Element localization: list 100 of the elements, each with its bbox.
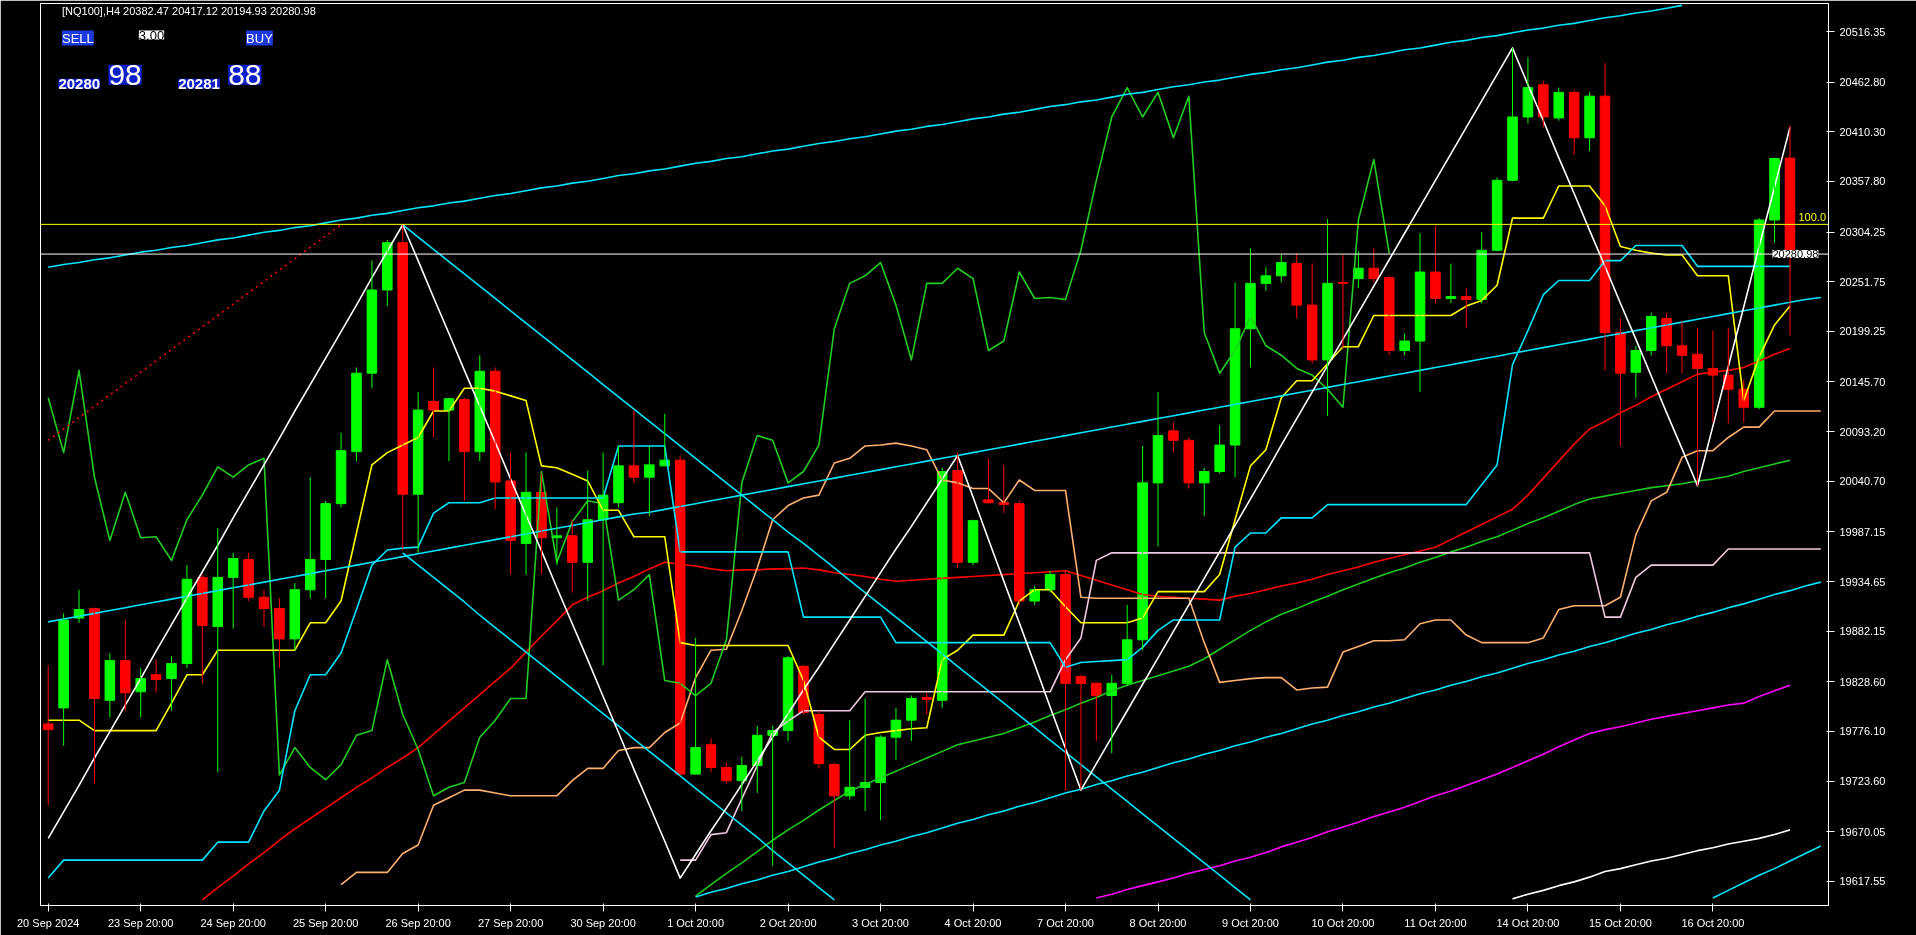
candlestick xyxy=(1383,275,1395,356)
annotation: BUY xyxy=(246,30,274,46)
chart-title: [NQ100],H4 20382.47 20417.12 20194.93 20280.98 xyxy=(61,5,316,18)
y-tick-label: 20251.75 xyxy=(1839,275,1886,288)
line-series xyxy=(340,410,1822,886)
ref-line-label: 20280.98 xyxy=(1772,248,1819,261)
candlestick xyxy=(582,470,593,602)
candlestick xyxy=(150,659,162,694)
candlestick xyxy=(489,367,501,510)
candlestick xyxy=(1014,500,1025,606)
y-tick-label: 20199.25 xyxy=(1839,325,1886,338)
candlestick xyxy=(459,397,470,502)
annotation: 100.0 xyxy=(1798,211,1827,224)
candlestick xyxy=(58,612,69,747)
candlestick xyxy=(721,762,732,785)
line-series xyxy=(1095,684,1791,899)
candlestick xyxy=(1168,421,1179,454)
annotation: SELL xyxy=(61,30,94,46)
y-tick-label: 19828.60 xyxy=(1839,675,1886,688)
x-tick-label: 14 Oct 20:00 xyxy=(1496,916,1560,929)
y-tick-label: 20516.35 xyxy=(1839,25,1886,38)
candlestick xyxy=(983,457,994,505)
x-tick-label: 25 Sep 20:00 xyxy=(292,916,359,929)
x-tick-label: 30 Sep 20:00 xyxy=(570,916,636,929)
candlestick xyxy=(644,445,655,517)
candlestick xyxy=(351,367,362,462)
candlestick xyxy=(274,597,285,669)
x-tick-label: 10 Oct 20:00 xyxy=(1311,916,1375,929)
candlestick xyxy=(1214,424,1225,474)
x-tick-label: 9 Oct 20:00 xyxy=(1222,916,1279,929)
candlestick xyxy=(166,655,177,712)
candlestick xyxy=(289,582,301,651)
candlestick xyxy=(1291,252,1302,319)
candlestick xyxy=(1553,87,1565,122)
x-tick-label: 2 Oct 20:00 xyxy=(759,916,817,929)
y-tick-label: 20093.20 xyxy=(1839,425,1886,438)
x-tick-label: 20 Sep 2024 xyxy=(17,916,80,929)
line-series xyxy=(1712,845,1822,899)
x-tick-label: 8 Oct 20:00 xyxy=(1129,916,1187,929)
y-tick-label: 20462.80 xyxy=(1839,76,1886,89)
candlestick xyxy=(89,607,100,785)
candlestick xyxy=(212,527,224,773)
y-tick-label: 20357.80 xyxy=(1839,175,1886,188)
candlestick xyxy=(1137,445,1148,651)
x-tick-label: 27 Sep 20:00 xyxy=(477,916,544,929)
candlestick xyxy=(921,692,933,716)
x-tick-label: 1 Oct 20:00 xyxy=(667,916,725,929)
y-tick-label: 19934.65 xyxy=(1839,575,1886,588)
candlestick xyxy=(1568,89,1580,156)
y-tick-label: 19987.15 xyxy=(1839,525,1886,538)
y-tick-label: 20410.30 xyxy=(1839,125,1886,138)
candlestick xyxy=(1322,218,1333,417)
line-series xyxy=(47,223,342,442)
candlestick xyxy=(1091,681,1102,742)
line-series xyxy=(679,548,1822,861)
line-series xyxy=(694,459,1791,897)
line-series xyxy=(47,4,1683,269)
y-tick-label: 19776.10 xyxy=(1839,725,1886,738)
x-tick-label: 24 Sep 20:00 xyxy=(200,916,266,929)
y-tick-label: 20145.70 xyxy=(1839,375,1886,388)
y-tick-label: 20304.25 xyxy=(1839,226,1886,239)
candlestick xyxy=(197,574,208,684)
candlestick xyxy=(42,664,54,806)
y-tick-label: 19617.55 xyxy=(1839,875,1886,888)
candlestick xyxy=(567,519,578,594)
candlestick xyxy=(320,500,331,599)
annotation: 20280 98 xyxy=(58,57,142,92)
candlestick xyxy=(906,695,917,742)
x-tick-label: 7 Oct 20:00 xyxy=(1037,916,1094,929)
annotation: 3.00 xyxy=(138,27,165,43)
y-tick-label: 20040.70 xyxy=(1839,475,1886,488)
y-tick-label: 19723.60 xyxy=(1839,775,1886,788)
candlestick xyxy=(227,552,239,629)
candlestick xyxy=(397,224,408,551)
x-tick-label: 26 Sep 20:00 xyxy=(385,916,451,929)
candlestick xyxy=(1368,247,1380,283)
candlestick xyxy=(1584,91,1595,152)
candlestick xyxy=(1399,332,1410,356)
candlestick xyxy=(1430,225,1441,304)
y-tick-label: 19882.15 xyxy=(1839,625,1886,638)
x-tick-label: 23 Sep 20:00 xyxy=(107,916,174,929)
x-tick-label: 11 Oct 20:00 xyxy=(1404,916,1467,929)
x-tick-label: 3 Oct 20:00 xyxy=(852,916,909,929)
candlestick xyxy=(120,619,131,712)
y-tick-label: 19670.05 xyxy=(1839,825,1886,838)
candlestick xyxy=(829,762,840,849)
x-tick-label: 4 Oct 20:00 xyxy=(944,916,1002,929)
line-series xyxy=(1511,829,1791,900)
candlestick xyxy=(1538,80,1549,128)
candlestick xyxy=(1461,287,1472,329)
candlestick xyxy=(428,367,439,438)
candlestick xyxy=(243,552,254,602)
candlestick xyxy=(1507,47,1518,182)
annotation: 20281 88 xyxy=(178,57,262,92)
candlestick xyxy=(1183,436,1195,490)
x-tick-label: 16 Oct 20:00 xyxy=(1681,916,1745,929)
candlestick xyxy=(1276,254,1287,283)
candlestick xyxy=(613,445,624,508)
candlestick xyxy=(690,637,701,776)
candlestick xyxy=(1121,604,1133,687)
